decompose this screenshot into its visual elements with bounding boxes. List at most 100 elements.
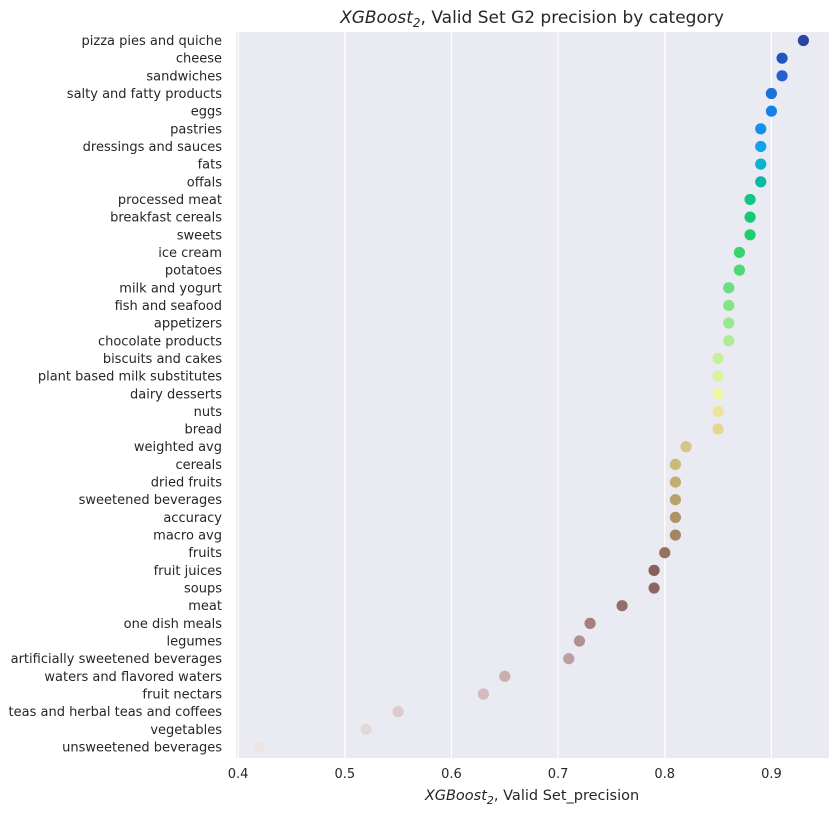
category-label: dried fruits	[151, 476, 222, 491]
category-label: chocolate products	[98, 334, 222, 349]
data-point	[744, 193, 756, 206]
x-tick-label: 0.7	[548, 767, 569, 782]
data-points	[253, 34, 810, 753]
data-point	[755, 176, 767, 188]
data-point	[712, 405, 724, 418]
category-label: one dish meals	[124, 617, 223, 632]
data-point	[669, 511, 682, 523]
category-label: pizza pies and quiche	[82, 34, 222, 49]
category-label: legumes	[166, 635, 222, 650]
data-point	[797, 34, 810, 47]
category-label: milk and yogurt	[119, 281, 222, 296]
category-label: potatoes	[165, 264, 222, 279]
data-point	[765, 87, 778, 100]
category-label: nuts	[194, 405, 223, 420]
x-tick-label: 0.9	[761, 767, 782, 782]
chart-title: XGBoost2, Valid Set G2 precision by cate…	[339, 8, 724, 30]
category-label: sandwiches	[146, 69, 222, 84]
data-point	[360, 723, 372, 735]
data-point	[477, 688, 490, 700]
category-label: dairy desserts	[130, 387, 222, 402]
category-label: soups	[184, 582, 222, 597]
data-point	[584, 617, 596, 629]
data-point	[616, 600, 628, 612]
category-label: waters and flavored waters	[44, 670, 222, 685]
category-label: macro avg	[153, 529, 222, 544]
x-tick-label: 0.4	[228, 767, 249, 782]
category-label: meat	[188, 599, 222, 614]
data-point	[776, 70, 788, 82]
data-point	[712, 423, 724, 435]
data-point	[744, 211, 756, 223]
category-label: weighted avg	[134, 440, 222, 455]
category-label: artificially sweetened beverages	[11, 652, 223, 667]
category-label: processed meat	[118, 193, 222, 208]
data-point	[712, 352, 724, 365]
category-label: plant based milk substitutes	[38, 370, 222, 385]
data-point	[648, 582, 660, 594]
category-label: appetizers	[154, 317, 222, 332]
xlabel-suffix: , Valid Set_precision	[494, 788, 639, 804]
category-label: pastries	[170, 122, 222, 137]
data-point	[755, 158, 767, 170]
category-label: teas and herbal teas and coffees	[9, 705, 223, 720]
category-label: salty and fatty products	[67, 87, 222, 102]
data-point	[499, 670, 511, 682]
data-point	[669, 529, 682, 541]
data-point	[563, 653, 575, 665]
data-point	[723, 299, 735, 312]
category-label: eggs	[191, 105, 223, 120]
data-point	[733, 264, 746, 276]
data-point	[669, 476, 682, 488]
data-point	[755, 140, 767, 153]
category-label: dressings and sauces	[83, 140, 223, 155]
xlabel-prefix: XGBoost	[424, 788, 488, 804]
data-point	[712, 388, 724, 400]
category-label: accuracy	[163, 511, 222, 526]
gridlines	[237, 32, 773, 758]
data-point	[723, 282, 735, 294]
data-point	[755, 123, 767, 135]
category-label: cereals	[175, 458, 222, 473]
data-point	[744, 229, 756, 241]
plot-background	[236, 32, 829, 758]
title-prefix: XGBoost	[339, 8, 414, 28]
data-point	[723, 335, 735, 347]
xlabel-subscript: 2	[487, 794, 494, 807]
category-label: biscuits and cakes	[103, 352, 222, 367]
x-axis-label: XGBoost2, Valid Set_precision	[424, 788, 639, 807]
title-subscript: 2	[413, 16, 421, 30]
category-label: sweetened beverages	[79, 493, 223, 508]
category-label: fruit juices	[154, 564, 223, 579]
x-tick-label: 0.5	[334, 767, 355, 782]
x-tick-label: 0.6	[441, 767, 462, 782]
category-label: ice cream	[158, 246, 222, 261]
data-point	[669, 458, 682, 470]
data-point	[659, 547, 671, 559]
data-point	[712, 370, 724, 382]
category-label: fruits	[188, 546, 222, 561]
category-label: offals	[187, 175, 222, 190]
category-label: sweets	[177, 228, 222, 243]
data-point	[723, 317, 735, 329]
data-point	[648, 564, 660, 576]
category-label: fish and seafood	[115, 299, 222, 314]
x-tick-labels: 0.4 0.5 0.6 0.7 0.8 0.9	[228, 767, 782, 782]
category-label: fruit nectars	[142, 688, 222, 703]
data-point	[776, 52, 788, 64]
category-labels: pizza pies and quiche cheese sandwiches sal…	[9, 34, 223, 756]
data-point	[573, 635, 586, 647]
data-point	[253, 741, 266, 753]
data-point	[765, 105, 778, 117]
category-label: breakfast cereals	[110, 211, 222, 226]
x-tick-label: 0.8	[654, 767, 675, 782]
data-point	[669, 494, 682, 506]
category-label: cheese	[176, 52, 222, 67]
category-label: vegetables	[150, 723, 222, 738]
category-label: unsweetened beverages	[62, 741, 222, 756]
title-suffix: , Valid Set G2 precision by category	[421, 8, 724, 28]
category-label: bread	[184, 423, 222, 438]
data-point	[733, 246, 746, 259]
category-label: fats	[198, 158, 223, 173]
